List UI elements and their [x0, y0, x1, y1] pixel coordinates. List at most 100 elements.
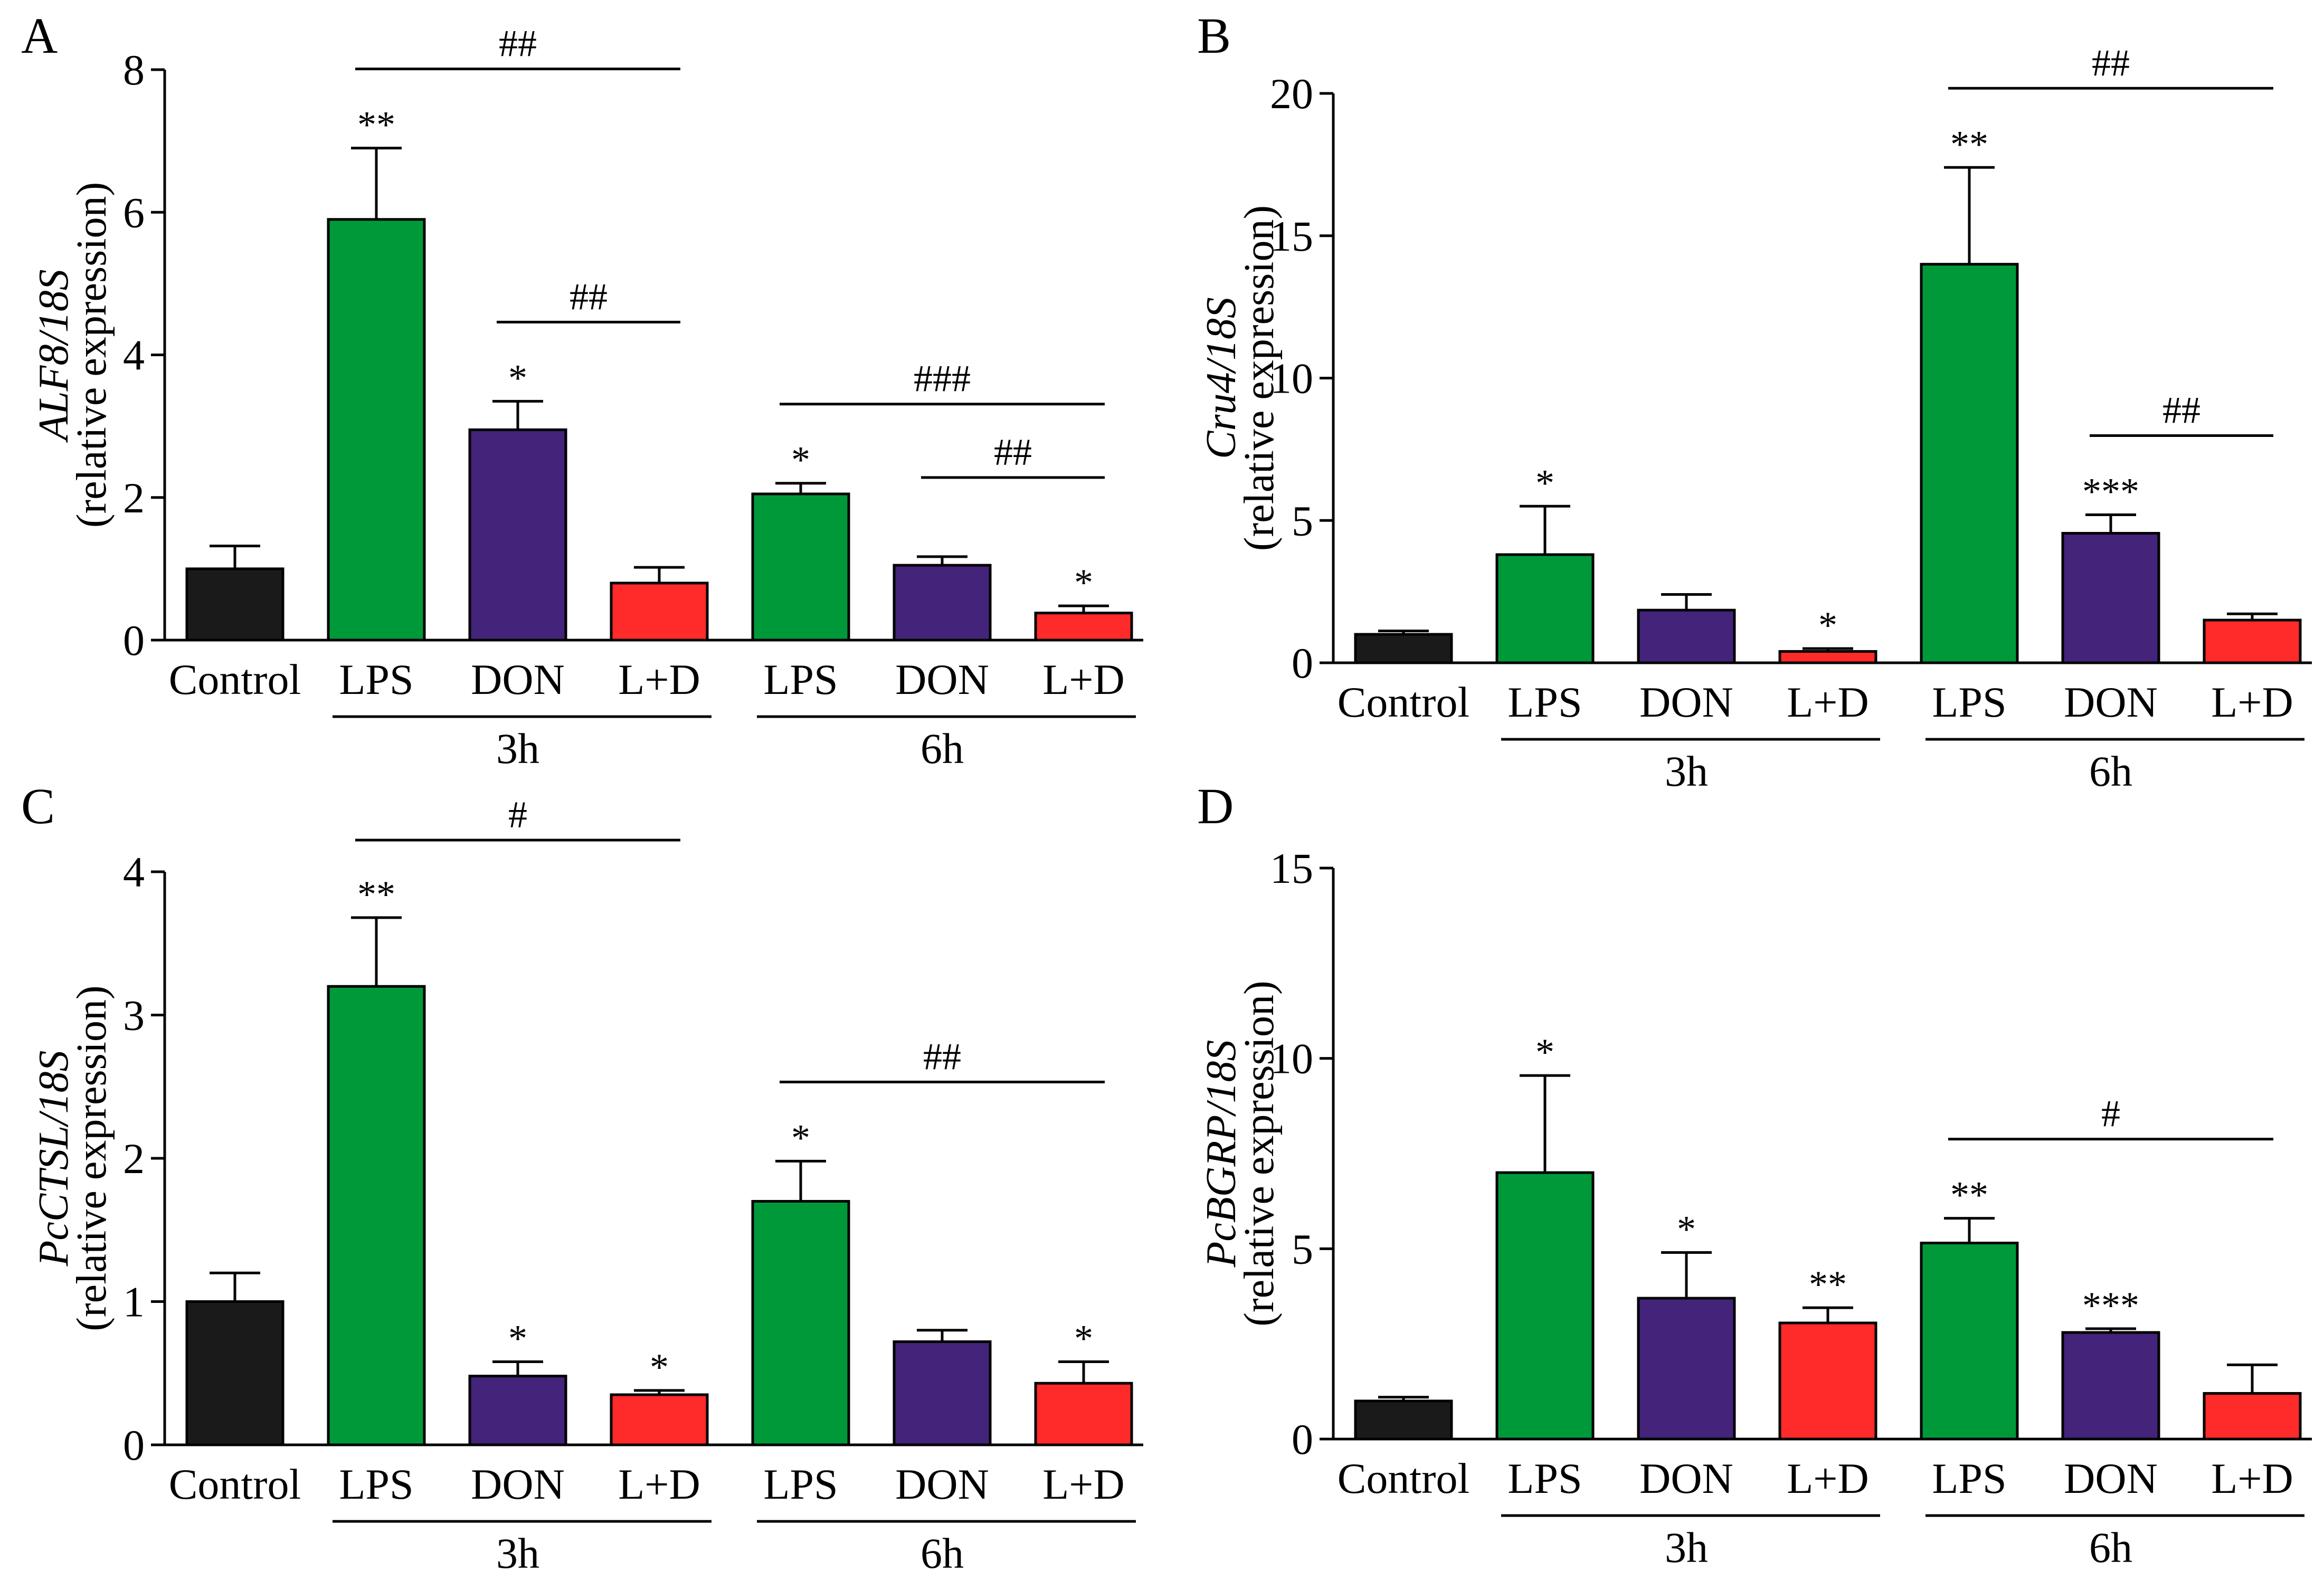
y-tick-label: 0 [1292, 639, 1313, 687]
comparison-label: # [2101, 1093, 2120, 1135]
significance-star: * [1535, 1031, 1554, 1073]
significance-star: * [508, 357, 527, 399]
bar-lps-6h [1920, 1242, 2019, 1441]
y-tick-label: 10 [1270, 1035, 1313, 1083]
bar-control [185, 567, 284, 642]
category-label: LPS [1932, 1454, 2006, 1502]
y-axis-label: PcCTSL/18S(relative expression) [31, 985, 115, 1331]
category-label: L+D [618, 655, 700, 703]
y-axis-label-gene: Cru4/18S [1198, 297, 1245, 459]
y-tick-label: 5 [1292, 1225, 1313, 1273]
bar-lps-6h [751, 1199, 850, 1446]
group-label: 6h [921, 1529, 964, 1577]
y-tick-label: 20 [1270, 70, 1313, 118]
category-label: DON [1639, 678, 1733, 726]
y-tick-label: 1 [123, 1278, 145, 1326]
significance-star: * [1074, 1318, 1093, 1360]
bar-don-3h [468, 428, 567, 642]
category-label: DON [1639, 1454, 1733, 1502]
category-label: Control [169, 1460, 301, 1508]
y-tick-label: 4 [123, 331, 145, 379]
category-label: LPS [1507, 678, 1582, 726]
bar-lps-6h [1920, 263, 2019, 664]
category-label: DON [895, 655, 989, 703]
y-tick-label: 0 [1292, 1415, 1313, 1463]
y-axis-label-unit: (relative expression) [1236, 980, 1283, 1326]
y-tick-label: 15 [1270, 844, 1313, 892]
group-label: 3h [1665, 747, 1708, 795]
y-tick-label: 15 [1270, 212, 1313, 260]
y-tick-label: 4 [123, 848, 145, 896]
bar-l-d-3h [610, 582, 709, 642]
category-label: L+D [1787, 678, 1869, 726]
y-tick-label: 6 [123, 188, 145, 236]
category-label: L+D [2211, 678, 2293, 726]
y-axis-label: ALF8/18S(relative expression) [31, 182, 115, 528]
y-tick-label: 10 [1270, 355, 1313, 403]
group-label: 6h [2089, 747, 2132, 795]
bar-don-6h [893, 564, 992, 642]
category-label: LPS [339, 1460, 413, 1508]
comparison-label: # [508, 794, 527, 836]
group-label: 6h [921, 725, 964, 773]
panel-B: B 0 5 10 15 20 Cru4/18S(relative expression) Co… [1197, 7, 2312, 795]
comparison-label: ## [923, 1035, 961, 1078]
bar-don-6h [893, 1340, 992, 1446]
group-label: 6h [2089, 1523, 2132, 1572]
category-label: Control [169, 655, 301, 703]
y-tick-label: 5 [1292, 497, 1313, 545]
bar-l-d-3h [610, 1393, 709, 1446]
bar-control [1354, 1399, 1453, 1441]
bar-l-d-6h [2203, 618, 2302, 664]
y-tick-label: 0 [123, 616, 145, 664]
comparison-label: ## [994, 431, 1032, 473]
bar-lps-3h [1495, 553, 1595, 664]
panel-A: A 0 2 4 6 8 ALF8/18S(relative expression) Contr… [21, 7, 1143, 773]
y-axis-label-unit: (relative expression) [69, 985, 115, 1331]
significance-star: *** [2082, 1284, 2139, 1327]
bar-lps-3h [327, 218, 426, 642]
comparison-label: ## [2092, 42, 2130, 84]
panel-letter: C [21, 778, 55, 834]
bar-lps-3h [1495, 1171, 1595, 1441]
significance-star: ** [357, 104, 395, 146]
significance-star: * [1074, 561, 1093, 604]
significance-star: *** [2082, 470, 2139, 512]
significance-star: * [1818, 604, 1837, 646]
group-label: 3h [496, 725, 539, 773]
comparison-label: ### [914, 358, 971, 400]
comparison-label: ## [2162, 389, 2200, 431]
bar-l-d-6h [1034, 612, 1133, 642]
category-label: L+D [1042, 1460, 1125, 1508]
bar-control [185, 1300, 284, 1446]
bar-control [1354, 633, 1453, 664]
y-axis-label-gene: PcCTSL/18S [31, 1051, 77, 1267]
category-label: DON [471, 1460, 565, 1508]
y-tick-label: 2 [123, 474, 145, 522]
category-label: DON [895, 1460, 989, 1508]
significance-star: * [508, 1318, 527, 1360]
category-label: DON [2064, 678, 2158, 726]
bar-don-6h [2061, 532, 2160, 664]
comparison-label: ## [570, 275, 608, 318]
significance-star: * [1677, 1208, 1696, 1251]
group-label: 3h [1665, 1523, 1708, 1572]
bar-don-3h [468, 1375, 567, 1446]
category-label: LPS [1932, 678, 2006, 726]
significance-star: * [650, 1346, 669, 1388]
bar-don-3h [1637, 1297, 1736, 1441]
category-label: DON [471, 655, 565, 703]
bar-l-d-3h [1778, 1321, 1877, 1441]
significance-star: * [791, 439, 810, 481]
significance-star: ** [357, 873, 395, 916]
bar-don-3h [1637, 608, 1736, 664]
y-axis-label-unit: (relative expression) [69, 182, 115, 528]
significance-star: ** [1950, 123, 1988, 165]
significance-star: ** [1950, 1174, 1988, 1216]
category-label: L+D [1042, 655, 1125, 703]
significance-star: * [791, 1117, 810, 1159]
y-axis-label-gene: ALF8/18S [31, 269, 77, 443]
y-axis-label: PcBGRP/18S(relative expression) [1198, 980, 1283, 1326]
y-axis-label-gene: PcBGRP/18S [1198, 1040, 1245, 1268]
category-label: DON [2064, 1454, 2158, 1502]
